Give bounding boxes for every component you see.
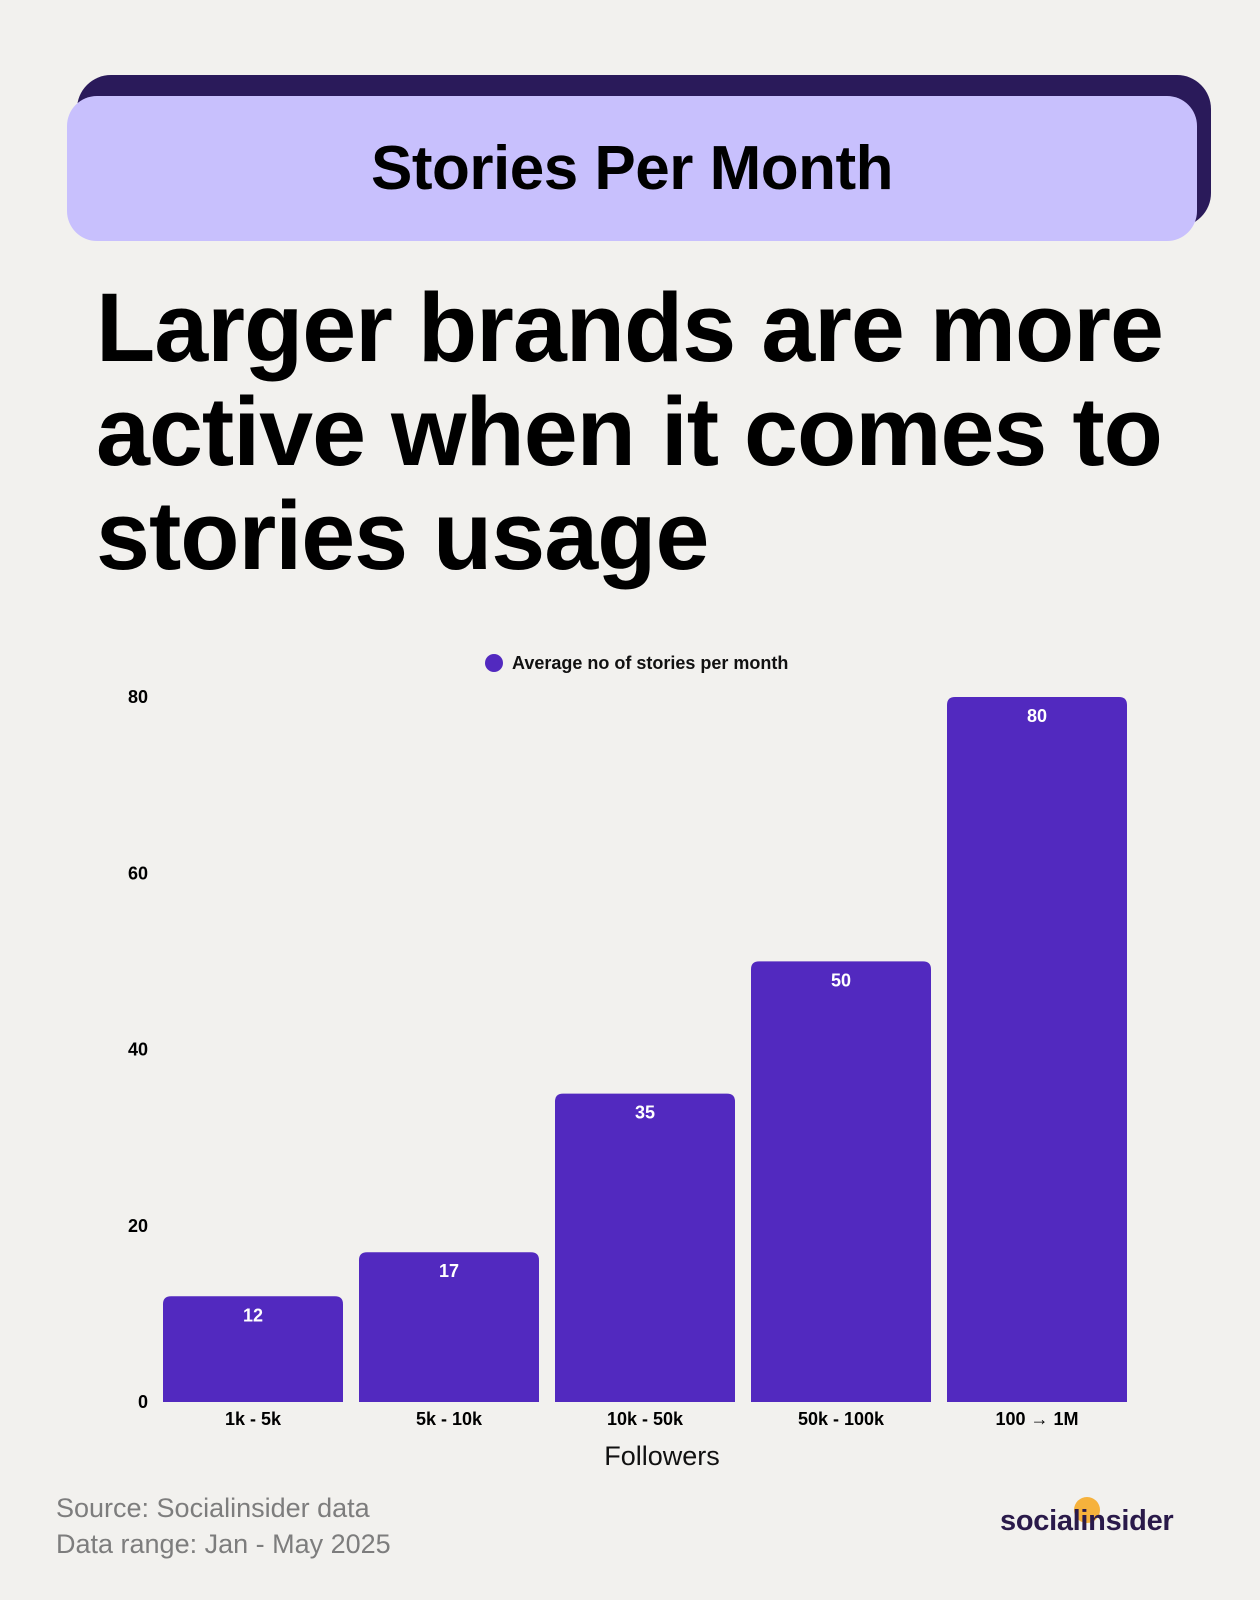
bar-value-label: 35 bbox=[635, 1103, 655, 1123]
x-tick-label: 50k - 100k bbox=[798, 1409, 885, 1429]
x-tick-label: 5k - 10k bbox=[416, 1409, 483, 1429]
x-tick-label: 10k - 50k bbox=[607, 1409, 684, 1429]
bar bbox=[947, 697, 1127, 1402]
y-tick-label: 20 bbox=[128, 1216, 148, 1236]
x-axis-label: Followers bbox=[604, 1441, 720, 1471]
bar bbox=[359, 1252, 539, 1402]
y-tick-label: 40 bbox=[128, 1040, 148, 1060]
bar bbox=[555, 1093, 735, 1402]
source-text: Source: Socialinsider data bbox=[56, 1493, 370, 1523]
title-banner: Stories Per Month bbox=[67, 96, 1197, 241]
bar-value-label: 50 bbox=[831, 970, 851, 990]
logo-face-icon bbox=[1074, 1497, 1100, 1523]
y-tick-label: 60 bbox=[128, 863, 148, 883]
bar-chart: Average no of stories per month 0 20 40 60 80… bbox=[128, 653, 1127, 1471]
x-tick-label: 100 → 1M bbox=[995, 1409, 1078, 1429]
headline: Larger brands are more active when it co… bbox=[96, 273, 1164, 590]
bar-value-label: 12 bbox=[243, 1305, 263, 1325]
bar-value-label: 17 bbox=[439, 1261, 459, 1281]
legend-label: Average no of stories per month bbox=[512, 653, 788, 673]
legend-swatch bbox=[485, 654, 503, 672]
data-range-text: Data range: Jan - May 2025 bbox=[56, 1529, 391, 1559]
brand-logo: socialinsider bbox=[1000, 1505, 1174, 1537]
bar bbox=[751, 961, 931, 1402]
y-tick-label: 0 bbox=[138, 1392, 148, 1412]
bar bbox=[163, 1296, 343, 1402]
y-tick-label: 80 bbox=[128, 687, 148, 707]
x-tick-label: 1k - 5k bbox=[225, 1409, 282, 1429]
source-note: Source: Socialinsider data Data range: J… bbox=[56, 1490, 391, 1562]
banner-title: Stories Per Month bbox=[370, 134, 894, 203]
bar-value-label: 80 bbox=[1027, 706, 1047, 726]
